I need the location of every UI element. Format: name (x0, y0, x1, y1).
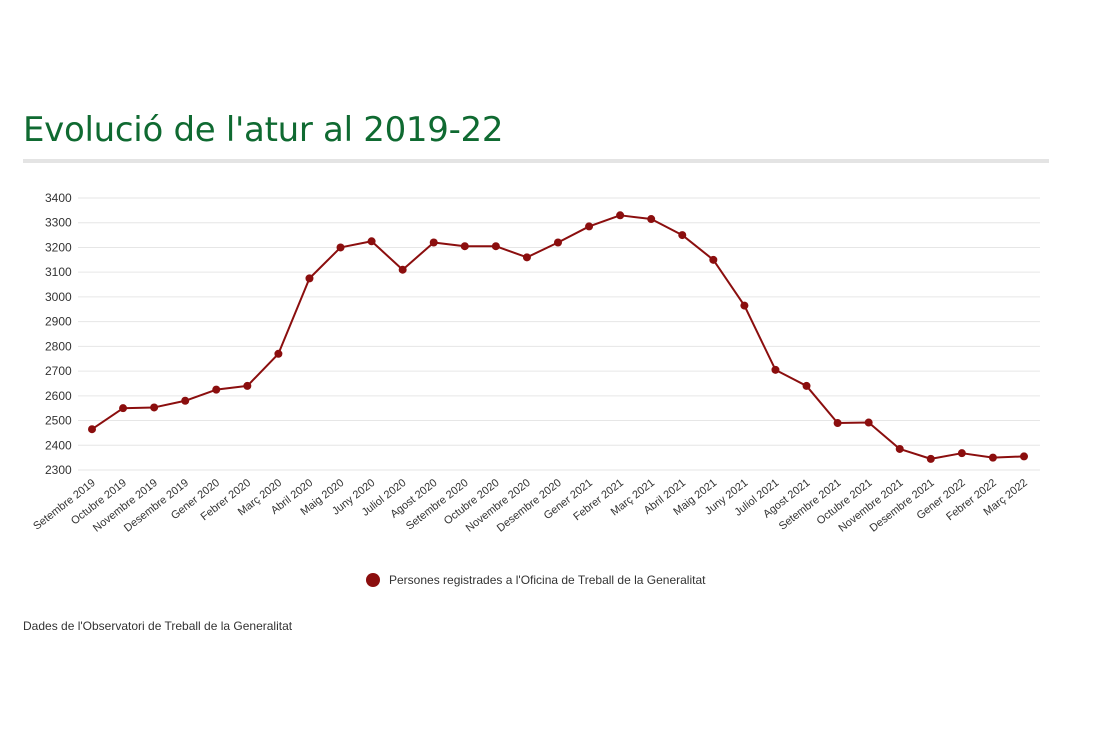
data-point[interactable] (336, 243, 345, 252)
legend-label: Persones registrades a l'Oficina de Treb… (389, 573, 706, 587)
data-point[interactable] (119, 404, 128, 413)
data-point[interactable] (988, 453, 997, 462)
data-point[interactable] (833, 419, 842, 428)
y-tick-label: 3400 (45, 191, 72, 205)
data-point[interactable] (88, 425, 96, 434)
line-chart: 2300 2400 2500 2600 2700 2800 2900 3000 3100 3200… (31, 191, 1040, 535)
data-point[interactable] (802, 381, 811, 390)
gridlines (78, 197, 1040, 471)
data-point[interactable] (585, 222, 594, 231)
data-point[interactable] (895, 444, 904, 453)
y-tick-label: 2400 (45, 438, 72, 452)
y-tick-label: 3100 (45, 265, 72, 279)
legend-marker (366, 573, 380, 587)
data-point[interactable] (740, 301, 749, 310)
y-tick-label: 3000 (45, 290, 72, 304)
data-point[interactable] (554, 238, 562, 247)
data-point[interactable] (150, 403, 159, 412)
source-note: Dades de l'Observatori de Treball de la … (23, 619, 293, 633)
data-point[interactable] (771, 365, 780, 374)
data-point[interactable] (367, 237, 376, 246)
data-point[interactable] (181, 396, 190, 405)
data-point[interactable] (398, 265, 407, 274)
data-point[interactable] (957, 449, 966, 458)
y-tick-label: 3200 (45, 240, 72, 254)
data-point[interactable] (274, 349, 283, 358)
y-axis-ticks: 2300 2400 2500 2600 2700 2800 2900 3000 3100 3200… (45, 191, 72, 477)
data-point[interactable] (616, 211, 625, 220)
y-tick-label: 2600 (45, 389, 72, 403)
chart-title: Evolució de l'atur al 2019-22 (23, 110, 504, 150)
series-layer (88, 211, 1028, 463)
y-tick-label: 3300 (45, 216, 72, 230)
y-tick-label: 2500 (45, 414, 72, 428)
data-point[interactable] (460, 242, 469, 251)
data-point[interactable] (864, 418, 873, 427)
y-tick-label: 2900 (45, 315, 72, 329)
data-point[interactable] (1020, 452, 1028, 461)
data-point[interactable] (522, 253, 531, 262)
data-point[interactable] (243, 381, 252, 390)
data-point[interactable] (926, 454, 935, 463)
data-point[interactable] (305, 274, 314, 283)
title-divider (23, 159, 1049, 163)
series-line (91, 214, 1025, 460)
y-tick-label: 2700 (45, 364, 72, 378)
data-point[interactable] (647, 215, 656, 224)
data-point[interactable] (491, 242, 500, 251)
data-point[interactable] (429, 238, 438, 247)
legend[interactable]: Persones registrades a l'Oficina de Treb… (366, 570, 705, 590)
data-point[interactable] (709, 255, 718, 264)
data-point[interactable] (212, 385, 221, 394)
y-tick-label: 2300 (45, 463, 72, 477)
y-tick-label: 2800 (45, 339, 72, 353)
data-point[interactable] (678, 231, 687, 240)
